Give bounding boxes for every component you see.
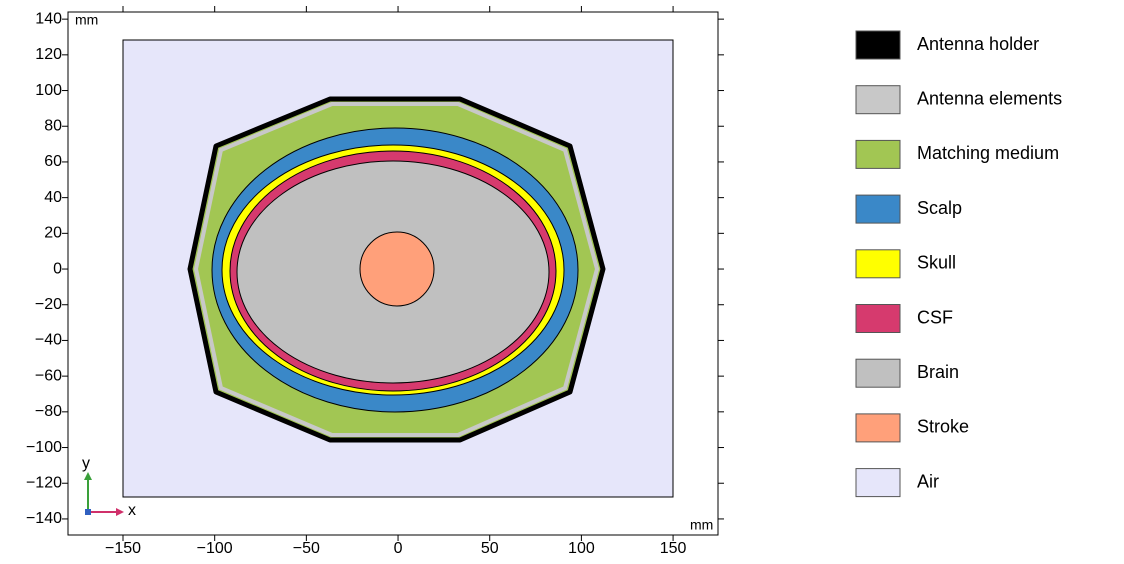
y-tick-label: −20 (35, 296, 62, 313)
legend-label: Antenna holder (917, 34, 1039, 54)
legend-label: Air (917, 471, 939, 491)
x-tick-label: −150 (105, 540, 141, 557)
y-tick-label: −100 (26, 439, 62, 456)
stroke-region (359, 231, 435, 307)
y-tick-label: 100 (35, 82, 62, 99)
y-tick-label: −140 (26, 510, 62, 527)
x-tick-label: 150 (660, 540, 687, 557)
legend-label: Brain (917, 362, 959, 382)
triad-y-head (84, 472, 92, 480)
y-tick-label: 40 (44, 189, 62, 206)
legend-label: Stroke (917, 417, 969, 437)
plot-frame (67, 11, 719, 536)
legend-swatch (855, 139, 901, 169)
legend-label: Scalp (917, 198, 962, 218)
legend-swatch (855, 85, 901, 115)
legend-swatch (855, 249, 901, 279)
legend-label: Antenna elements (917, 88, 1062, 108)
legend-swatch (855, 468, 901, 498)
y-tick-label: 20 (44, 225, 62, 242)
y-tick-label: −120 (26, 474, 62, 491)
legend-label: Matching medium (917, 143, 1059, 163)
y-tick-label: 120 (35, 46, 62, 63)
antenna-elements (193, 102, 600, 437)
y-tick-label: −40 (35, 332, 62, 349)
y-tick-label: 80 (44, 117, 62, 134)
triad-z (85, 509, 91, 515)
x-tick-label: 50 (481, 540, 499, 557)
axis-triad: y x (82, 455, 136, 519)
geometry (122, 39, 674, 498)
legend-swatch (855, 413, 901, 443)
legend-swatch (855, 304, 901, 333)
y-tick-label: 0 (53, 260, 62, 277)
y-tick-label: −60 (35, 367, 62, 384)
legend-swatch (855, 358, 901, 388)
y-tick-label: −80 (35, 403, 62, 420)
y-tick-label: 60 (44, 153, 62, 170)
legend-label: CSF (917, 307, 953, 327)
x-unit: mm (690, 517, 713, 533)
triad-y-label: y (82, 455, 90, 472)
x-tick-label: 0 (394, 540, 403, 557)
x-tick-label: 100 (568, 540, 595, 557)
legend-label: Skull (917, 253, 956, 273)
x-tick-label: −50 (293, 540, 320, 557)
y-unit: mm (75, 12, 98, 28)
triad-x-label: x (128, 502, 136, 519)
y-tick-label: 140 (35, 10, 62, 27)
triad-x-head (116, 508, 124, 516)
legend: Antenna holder Antenna elements Matching m… (855, 30, 1062, 498)
legend-swatch (855, 194, 901, 224)
legend-swatch (855, 30, 901, 60)
x-tick-label: −100 (197, 540, 233, 557)
